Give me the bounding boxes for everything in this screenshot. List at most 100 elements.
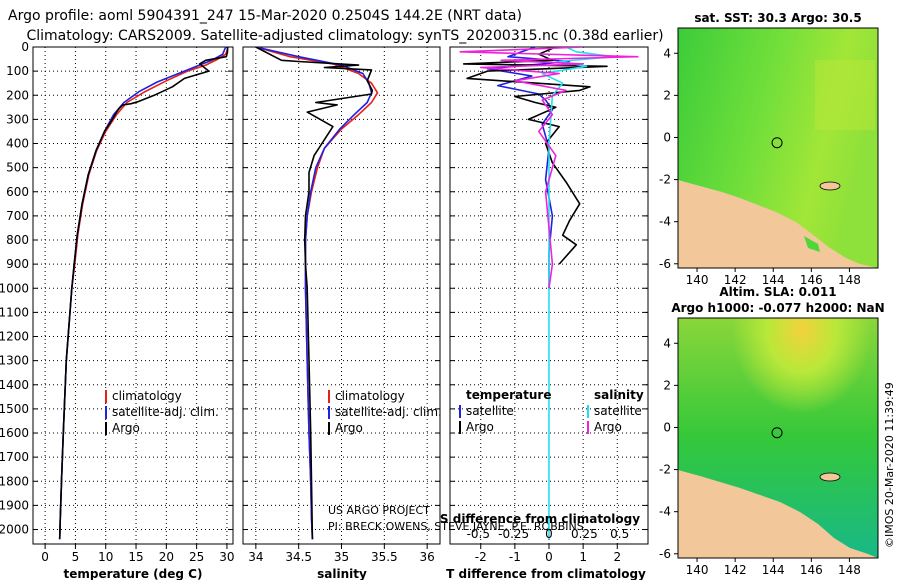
lat-tick-label: -6: [659, 547, 671, 561]
x-tick-label: 36: [420, 550, 435, 564]
legend-s-satellite-swatch: [587, 405, 589, 418]
sst-warm-patch: [815, 60, 875, 130]
lon-tick-label: 148: [838, 563, 861, 577]
x-tick-label: 15: [128, 550, 143, 564]
coastal-water: [804, 236, 820, 252]
x-tick-label: 2: [613, 550, 621, 564]
x-tick-label: -1: [509, 550, 521, 564]
depth-tick-label: 200: [6, 88, 29, 102]
x-tick-label: 34.5: [285, 550, 312, 564]
argo-location-marker: [771, 427, 783, 439]
salinity-x-axis: 34 34.5 35 35.5 36: [248, 544, 435, 564]
legend-climatology-label: climatology: [112, 389, 182, 403]
series-line-s-argo: [459, 47, 639, 289]
inner-tick-label: -0.5: [467, 527, 490, 541]
depth-tick-label: 1800: [0, 474, 29, 488]
sla-map-subtitle: Argo h1000: -0.077 h2000: NaN: [671, 301, 884, 315]
legend-satellite-label: satellite-adj. clim.: [335, 405, 442, 419]
depth-tick-label: 600: [6, 185, 29, 199]
legend-satellite-swatch: [328, 406, 330, 419]
lat-tick-label: -6: [659, 257, 671, 271]
imos-stamp: ©IMOS 20-Mar-2020 11:39:49: [883, 382, 896, 548]
lon-tick-label: 146: [800, 563, 823, 577]
legend-argo-swatch: [105, 422, 107, 435]
lat-tick-label: 4: [663, 46, 671, 60]
legend-temperature-title: temperature: [466, 388, 551, 402]
difference-legend: temperature satellite Argo salinity sate…: [459, 388, 644, 434]
x-tick-label: 0: [41, 550, 49, 564]
argo-location-marker: [771, 137, 783, 149]
salinity-legend: climatology satellite-adj. clim. Argo: [328, 389, 442, 435]
lat-tick-label: 2: [663, 88, 671, 102]
credit-line1: US ARGO PROJECT: [328, 504, 430, 517]
inner-tick-label: 0: [545, 527, 553, 541]
salinity-plot: [243, 47, 440, 544]
sla-map-frame: [677, 317, 879, 559]
x-tick-label: -2: [475, 550, 487, 564]
legend-argo-swatch: [328, 422, 330, 435]
depth-tick-label: 700: [6, 209, 29, 223]
inner-tick-label: 0.25: [571, 527, 598, 541]
lon-tick-label: 146: [800, 273, 823, 287]
sst-map-axes: 140 142 144 146 148 4 2 0 -2 -4 -6: [659, 46, 861, 287]
legend-argo-label: Argo: [335, 421, 363, 435]
legend-t-argo-swatch: [459, 421, 461, 434]
series-line-satellite-adj-clim-: [58, 47, 227, 540]
x-tick-label: 0: [545, 550, 553, 564]
legend-climatology-label: climatology: [335, 389, 405, 403]
depth-tick-label: 1200: [0, 330, 29, 344]
sst-map-frame: [677, 27, 879, 269]
difference-plot: [450, 47, 648, 544]
lat-tick-label: -4: [659, 215, 671, 229]
legend-s-satellite-label: satellite: [594, 404, 642, 418]
depth-tick-label: 2000: [0, 523, 29, 537]
depth-tick-label: 1900: [0, 498, 29, 512]
x-tick-label: 1: [579, 550, 587, 564]
x-tick-label: 35: [334, 550, 349, 564]
depth-tick-label: 300: [6, 112, 29, 126]
difference-xlabel: T difference from climatology: [446, 567, 646, 580]
x-tick-label: 35.5: [371, 550, 398, 564]
credit-line2: PI: BRECK OWENS, STEVE JAYNE, P.E. ROBBI…: [328, 520, 584, 533]
legend-climatology-swatch: [328, 390, 330, 403]
depth-tick-label: 500: [6, 161, 29, 175]
sst-map: [678, 28, 878, 268]
x-tick-label: 30: [219, 550, 234, 564]
land-mass: [678, 180, 878, 268]
series-line-argo: [58, 47, 229, 540]
lon-tick-label: 144: [762, 563, 785, 577]
land-mass: [678, 470, 878, 558]
legend-t-argo-label: Argo: [466, 420, 494, 434]
depth-tick-label: 400: [6, 137, 29, 151]
lat-tick-label: -2: [659, 173, 671, 187]
lon-tick-label: 142: [724, 273, 747, 287]
lon-tick-label: 142: [724, 563, 747, 577]
island: [819, 472, 841, 482]
island: [819, 181, 841, 191]
depth-tick-label: 1700: [0, 450, 29, 464]
legend-satellite-label: satellite-adj. clim.: [112, 405, 219, 419]
depth-tick-label: 1100: [0, 305, 29, 319]
temperature-x-axis: 0 5 10 15 20 25 30: [41, 544, 235, 564]
sla-map-axes: 140 142 144 146 148 4 2 0 -2 -4 -6: [659, 336, 861, 577]
lon-tick-label: 148: [838, 273, 861, 287]
lat-tick-label: 0: [663, 420, 671, 434]
difference-x-axis: -2 -1 0 1 2: [475, 544, 621, 564]
x-tick-label: 25: [189, 550, 204, 564]
lat-tick-label: 4: [663, 336, 671, 350]
legend-salinity-title: salinity: [594, 388, 644, 402]
figure-title-line2: Climatology: CARS2009. Satellite-adjuste…: [26, 28, 663, 44]
series-line-satellite-adj-clim-: [255, 47, 373, 540]
legend-argo-label: Argo: [112, 421, 140, 435]
lon-tick-label: 144: [762, 273, 785, 287]
lat-tick-label: 0: [663, 130, 671, 144]
x-tick-label: 34: [248, 550, 263, 564]
legend-t-satellite-swatch: [459, 405, 461, 418]
depth-tick-label: 1300: [0, 354, 29, 368]
series-line-argo: [255, 47, 374, 540]
salinity-xlabel: salinity: [317, 567, 367, 580]
temperature-plot: [33, 47, 233, 544]
temperature-legend: climatology satellite-adj. clim. Argo: [105, 389, 219, 435]
depth-tick-label: 900: [6, 257, 29, 271]
